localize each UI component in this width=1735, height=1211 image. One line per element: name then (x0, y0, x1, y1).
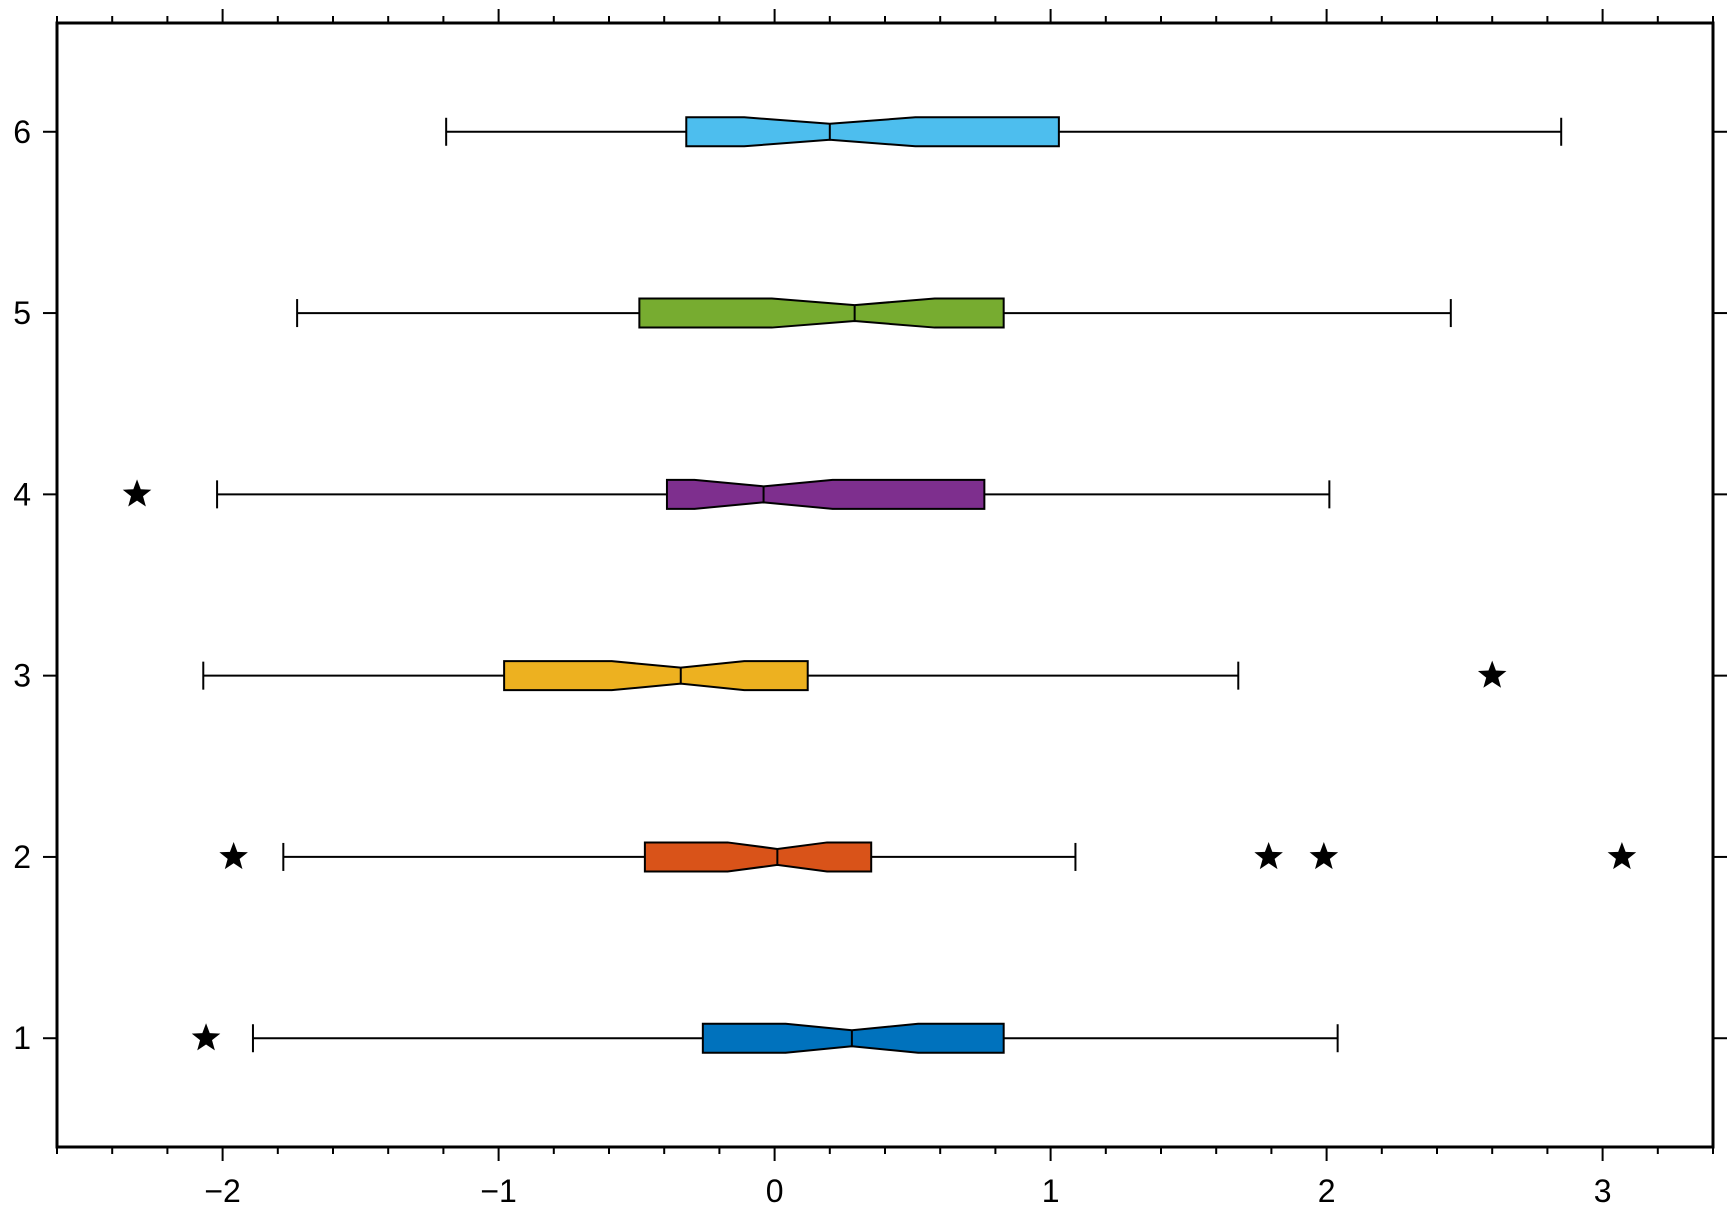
x-tick-label: −2 (204, 1173, 240, 1209)
y-tick-label: 3 (13, 658, 31, 694)
outlier-star (122, 479, 152, 507)
box-group-3 (202, 660, 1507, 692)
plot-frame (55, 21, 1715, 1149)
outlier-star (1254, 841, 1283, 870)
box-group-1 (191, 1022, 1339, 1054)
x-tick-label: 0 (766, 1173, 784, 1209)
x-tick-label: 3 (1594, 1173, 1612, 1209)
x-tick-label: −1 (480, 1173, 516, 1209)
outlier-star (1477, 660, 1507, 688)
notched-box (643, 841, 873, 873)
notched-box (701, 1022, 1005, 1054)
y-tick-label: 5 (13, 295, 31, 331)
notched-box (638, 297, 1005, 329)
x-tick-label: 1 (1042, 1173, 1060, 1209)
box-group-5 (296, 297, 1452, 329)
box-group-2 (219, 841, 1637, 873)
x-tick-label: 2 (1318, 1173, 1336, 1209)
notched-box (665, 478, 986, 510)
box-group-4 (122, 478, 1331, 510)
y-tick-label: 6 (13, 114, 31, 150)
y-tick-label: 2 (13, 839, 31, 875)
y-tick-label: 1 (13, 1020, 31, 1056)
y-tick-label: 4 (13, 476, 31, 512)
outlier-star (219, 841, 248, 870)
notched-box (685, 116, 1060, 148)
outlier-star (1309, 841, 1339, 870)
notched-box (503, 660, 809, 692)
axes: −2 −1 0 1 2 3 1 2 3 4 5 6 (13, 9, 1727, 1209)
plot-content (122, 116, 1637, 1054)
box-group-6 (445, 116, 1563, 148)
outlier-star (191, 1023, 221, 1051)
outlier-star (1607, 841, 1637, 870)
